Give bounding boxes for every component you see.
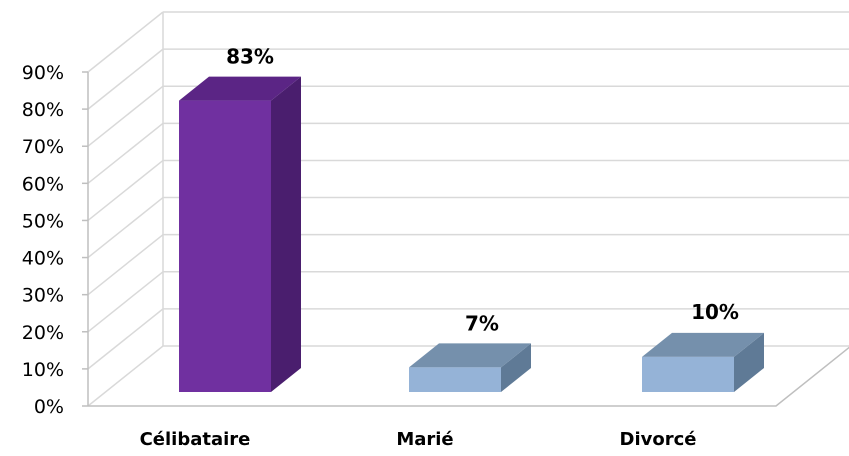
bars <box>179 76 764 393</box>
y-tick-label: 60% <box>22 173 64 195</box>
bar-top <box>179 76 301 101</box>
y-tick-label: 90% <box>22 62 64 84</box>
y-tick-label: 40% <box>22 248 64 270</box>
data-label-marie: 7% <box>465 311 499 335</box>
y-tick-label: 10% <box>22 359 64 381</box>
gridline-side <box>87 85 164 147</box>
y-tick-label: 0% <box>34 396 64 418</box>
gridline-side <box>87 271 164 333</box>
gridline-side <box>87 196 164 259</box>
y-tick-label: 80% <box>22 99 64 121</box>
y-tick-label: 50% <box>22 210 64 232</box>
y-tick-label: 70% <box>22 136 64 158</box>
bar-top <box>409 343 531 368</box>
bar-side <box>734 332 764 392</box>
y-axis: 0% 10% 20% 30% 40% 50% 60% 70% 80% 90% <box>22 62 89 418</box>
bar-front <box>179 100 271 393</box>
bar-divorce <box>642 332 764 392</box>
y-tick-label: 20% <box>22 322 64 344</box>
floor-front-edge <box>88 346 849 407</box>
bar-front <box>409 367 501 392</box>
bar-top <box>642 332 764 357</box>
data-label-divorce: 10% <box>691 300 739 324</box>
chart-floor <box>87 345 849 407</box>
x-tick-label-celibataire: Célibataire <box>140 429 251 450</box>
gridline-side <box>87 234 164 296</box>
bar-side <box>501 343 531 392</box>
data-label-celibataire: 83% <box>226 45 274 69</box>
bar-celibataire <box>179 76 301 393</box>
bar-front <box>642 356 734 392</box>
gridline-side <box>87 159 164 222</box>
gridline-side <box>87 11 164 73</box>
gridline-side <box>87 308 164 370</box>
y-tick-label: 30% <box>22 285 64 307</box>
x-tick-label-marie: Marié <box>396 429 453 450</box>
bar-side <box>271 76 301 393</box>
bar-marie <box>409 343 531 392</box>
data-labels: 83% 7% 10% <box>226 45 739 336</box>
x-axis: Célibataire Marié Divorcé <box>140 429 697 450</box>
floor-back-edge <box>87 345 849 407</box>
x-tick-label-divorce: Divorcé <box>620 429 697 450</box>
gridline-side <box>87 48 164 110</box>
gridline-side <box>87 122 164 184</box>
